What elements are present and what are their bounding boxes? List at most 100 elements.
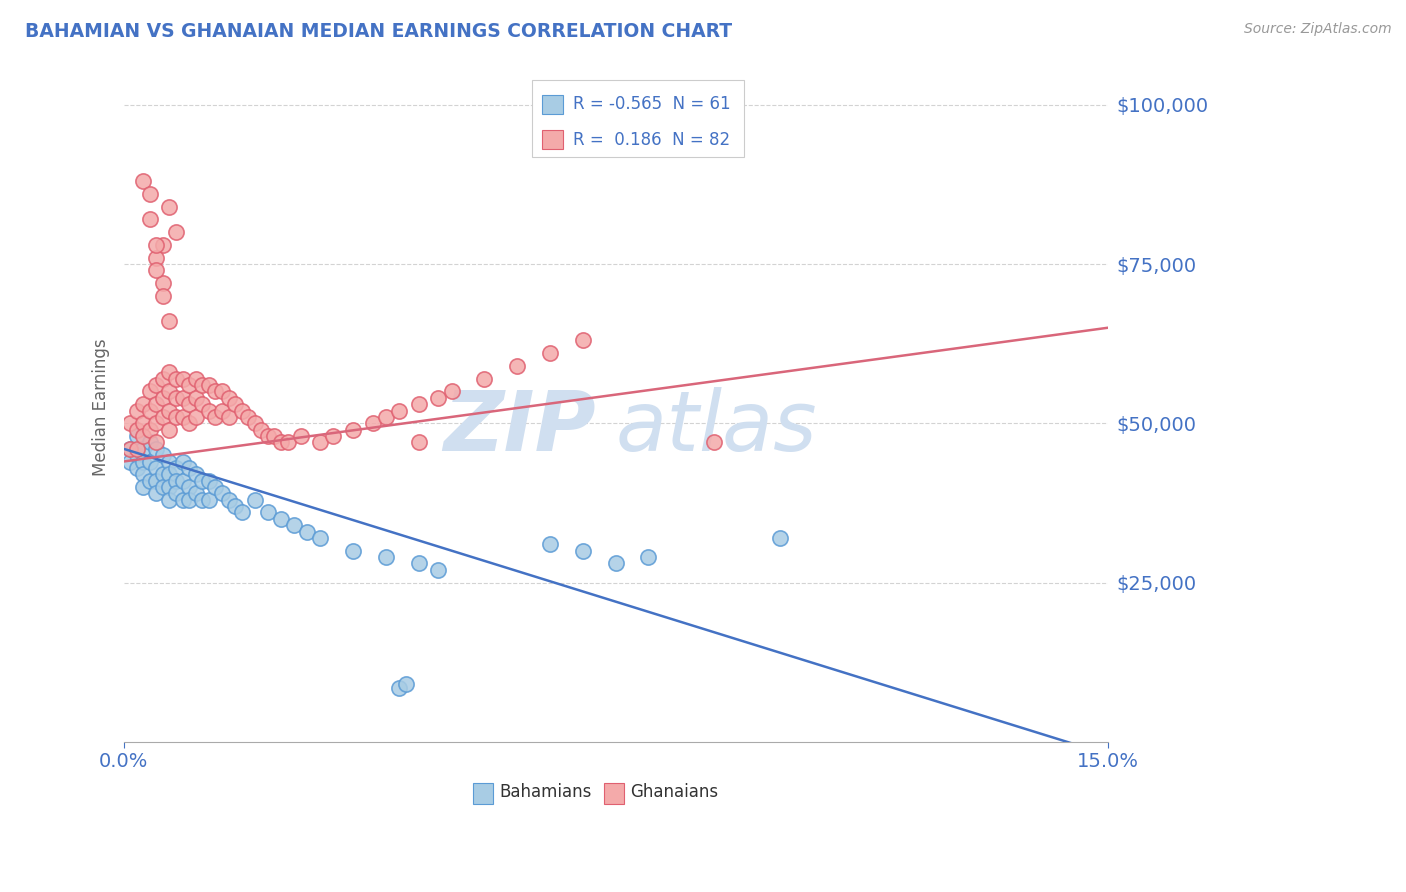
Point <box>218 492 240 507</box>
Point <box>184 409 207 424</box>
Text: Bahamians: Bahamians <box>499 783 592 801</box>
FancyBboxPatch shape <box>603 782 623 804</box>
Point <box>204 480 226 494</box>
Point <box>165 461 187 475</box>
Point <box>361 417 384 431</box>
Point <box>132 397 155 411</box>
Point <box>277 435 299 450</box>
Point <box>231 403 253 417</box>
Point <box>132 442 155 456</box>
Point <box>159 403 181 417</box>
Point <box>257 506 280 520</box>
Point <box>172 391 194 405</box>
Point <box>204 409 226 424</box>
Point <box>427 563 450 577</box>
Point <box>172 372 194 386</box>
Point <box>257 429 280 443</box>
Point <box>145 397 167 411</box>
Point <box>250 423 273 437</box>
Point <box>152 409 174 424</box>
Point <box>238 409 260 424</box>
Point <box>152 448 174 462</box>
Point <box>191 397 214 411</box>
Point <box>159 467 181 482</box>
Point <box>165 225 187 239</box>
Point <box>179 417 201 431</box>
Point <box>145 486 167 500</box>
Point <box>145 417 167 431</box>
Point <box>342 423 364 437</box>
Point <box>145 461 167 475</box>
Point <box>474 372 496 386</box>
Point <box>120 442 142 456</box>
Point <box>179 480 201 494</box>
Point <box>159 454 181 468</box>
Point <box>218 391 240 405</box>
Point <box>572 334 595 348</box>
FancyBboxPatch shape <box>472 782 492 804</box>
Point <box>427 391 450 405</box>
Point <box>198 474 221 488</box>
Point <box>211 403 233 417</box>
Point <box>179 397 201 411</box>
Point <box>145 435 167 450</box>
Point <box>243 492 266 507</box>
Point <box>132 174 155 188</box>
Point <box>139 454 162 468</box>
Point <box>165 474 187 488</box>
Point <box>145 474 167 488</box>
Point <box>184 486 207 500</box>
Point <box>125 442 148 456</box>
Point <box>198 403 221 417</box>
Text: R = -0.565  N = 61: R = -0.565 N = 61 <box>574 95 731 113</box>
Point <box>159 423 181 437</box>
Point <box>145 238 167 252</box>
FancyBboxPatch shape <box>531 79 744 157</box>
Point <box>224 499 246 513</box>
Point <box>395 677 418 691</box>
Point <box>165 391 187 405</box>
Point <box>125 423 148 437</box>
Point <box>375 409 398 424</box>
Point <box>243 417 266 431</box>
Point <box>538 346 561 360</box>
Point <box>388 403 411 417</box>
Point <box>132 454 155 468</box>
Point <box>159 492 181 507</box>
Point <box>152 391 174 405</box>
Text: Ghanaians: Ghanaians <box>630 783 718 801</box>
Point <box>159 314 181 328</box>
Point <box>145 442 167 456</box>
Point <box>572 543 595 558</box>
Point <box>703 435 725 450</box>
Point <box>375 549 398 564</box>
Point <box>152 372 174 386</box>
Point <box>132 480 155 494</box>
Point <box>139 403 162 417</box>
Point <box>145 378 167 392</box>
Point <box>125 448 148 462</box>
Point <box>165 486 187 500</box>
Point <box>172 454 194 468</box>
Point <box>152 238 174 252</box>
Point <box>408 435 430 450</box>
Text: BAHAMIAN VS GHANAIAN MEDIAN EARNINGS CORRELATION CHART: BAHAMIAN VS GHANAIAN MEDIAN EARNINGS COR… <box>25 22 733 41</box>
Point <box>179 461 201 475</box>
Text: R =  0.186  N = 82: R = 0.186 N = 82 <box>574 130 731 149</box>
Point <box>159 365 181 379</box>
Point <box>388 681 411 695</box>
Point <box>132 429 155 443</box>
Point <box>179 492 201 507</box>
Point <box>283 518 305 533</box>
Point <box>125 461 148 475</box>
Point <box>184 467 207 482</box>
Point <box>342 543 364 558</box>
Point <box>139 384 162 399</box>
Point <box>769 531 792 545</box>
Point <box>224 397 246 411</box>
Point <box>132 467 155 482</box>
Text: Source: ZipAtlas.com: Source: ZipAtlas.com <box>1244 22 1392 37</box>
Point <box>290 429 312 443</box>
Point <box>184 372 207 386</box>
FancyBboxPatch shape <box>541 95 564 113</box>
